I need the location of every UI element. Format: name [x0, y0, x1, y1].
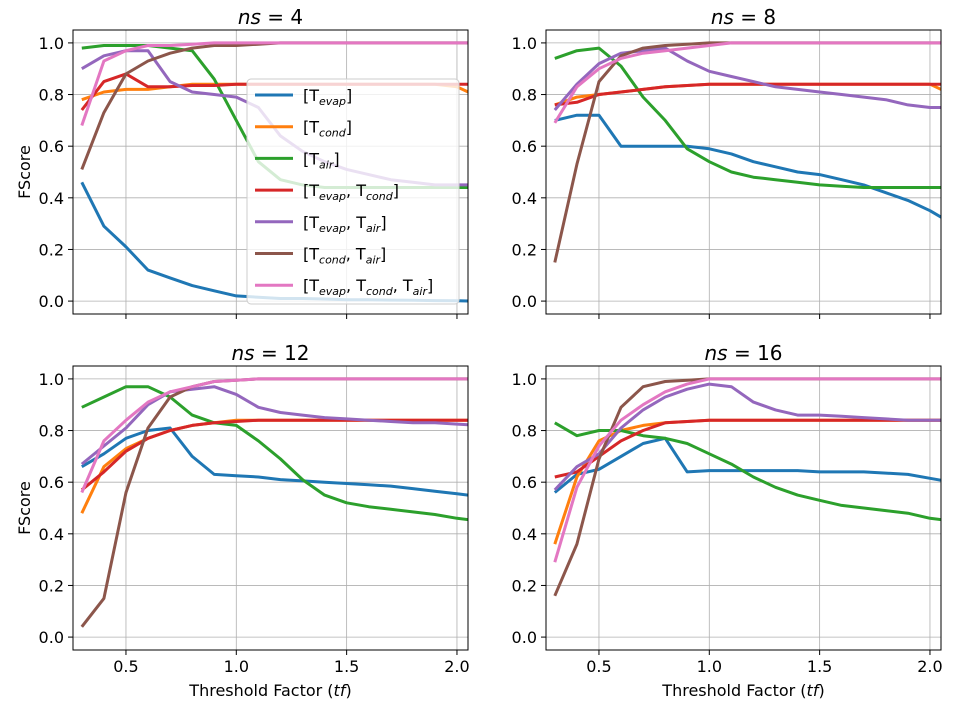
panel-title: ns = 4 [238, 5, 303, 29]
series-line [553, 436, 941, 494]
series-line [80, 385, 468, 466]
y-tick-label: 0.8 [512, 86, 537, 105]
y-tick-label: 0.4 [512, 189, 537, 208]
panel-title-value: = 12 [255, 341, 310, 365]
series-line [553, 41, 941, 263]
y-tick-label: 1.0 [39, 34, 64, 53]
series-line [80, 377, 468, 628]
legend-entry-label: [Tcond] [303, 118, 352, 140]
y-tick-label: 0.0 [512, 628, 537, 647]
panel-title-var: ns [238, 5, 261, 29]
series-line [80, 418, 468, 492]
y-tick-label: 0.8 [512, 422, 537, 441]
x-tick-label: 1.5 [334, 657, 359, 676]
x-axis-label: Threshold Factor (tf) [661, 681, 824, 700]
y-tick-label: 0.2 [39, 240, 64, 259]
panel-title-value: = 16 [728, 341, 783, 365]
legend-entry-label: [Tevap, Tcond, Tair] [303, 276, 433, 298]
legend-entry-label: [Tevap, Tcond] [303, 181, 399, 203]
subplot-panel: 0.5 1.0 1.5 2.0 0.0 0.2 0.4 0.6 0.8 1.0 ns = 16 Thr… [512, 341, 943, 700]
series-line [553, 46, 941, 111]
y-tick-label: 0.6 [39, 137, 64, 156]
legend-entry-label: [Tevap, Tair] [303, 213, 387, 235]
x-tick-label: 1.0 [697, 657, 722, 676]
series-line [554, 421, 941, 522]
y-tick-label: 0.2 [512, 576, 537, 595]
y-tick-label: 0.0 [39, 628, 64, 647]
y-tick-label: 0.8 [39, 86, 64, 105]
y-tick-label: 0.6 [512, 473, 537, 492]
axes-frame [545, 29, 942, 315]
axes-frame [72, 29, 469, 315]
y-tick-label: 0.2 [39, 576, 64, 595]
y-tick-label: 0.4 [39, 189, 64, 208]
y-tick-label: 0.4 [39, 525, 64, 544]
y-tick-label: 0.6 [512, 137, 537, 156]
x-axis-label: Threshold Factor (tf) [188, 681, 351, 700]
panel-title: ns = 16 [704, 341, 782, 365]
subplot-panel: 0.5 1.0 1.5 2.0 0.0 0.2 0.4 0.6 0.8 1.0 ns = 12 Thr… [15, 341, 470, 700]
legend: [Tevap] [Tcond] [Tair] [Tevap, Tcond] [Tevap… [246, 78, 460, 305]
y-tick-label: 0.2 [512, 240, 537, 259]
series-line [553, 377, 941, 563]
panel-title-var: ns [704, 341, 727, 365]
legend-box [246, 78, 460, 305]
panel-title-value: = 4 [261, 5, 303, 29]
series-line [554, 46, 941, 189]
axes-frame [545, 365, 942, 651]
subplot-panel: 0.0 0.2 0.4 0.6 0.8 1.0 ns = 4 FScore [Tevap] [Tc… [15, 5, 469, 319]
y-tick-label: 1.0 [512, 370, 537, 389]
x-tick-label: 1.0 [224, 657, 249, 676]
series-line [81, 385, 468, 522]
series-line [553, 382, 941, 491]
y-tick-label: 0.6 [39, 473, 64, 492]
x-tick-label: 2.0 [444, 657, 469, 676]
legend-entry-label: [Tevap] [303, 86, 352, 108]
legend-entry-label: [Tcond, Tair] [303, 245, 386, 267]
y-tick-label: 1.0 [39, 370, 64, 389]
x-tick-label: 0.5 [586, 657, 611, 676]
y-tick-label: 0.0 [39, 292, 64, 311]
series-line [81, 426, 468, 497]
series-line [554, 113, 941, 219]
panel-title-var: ns [231, 341, 254, 365]
y-axis-label: FScore [15, 145, 34, 199]
x-tick-label: 0.5 [113, 657, 138, 676]
series-line [553, 377, 941, 597]
axes-frame [72, 365, 469, 651]
panel-title-var: ns [711, 5, 734, 29]
y-tick-label: 1.0 [512, 34, 537, 53]
y-tick-label: 0.4 [512, 525, 537, 544]
series-line [554, 82, 941, 107]
x-tick-label: 1.5 [807, 657, 832, 676]
series-line [80, 41, 468, 126]
panel-title-value: = 8 [734, 5, 776, 29]
panel-title: ns = 12 [231, 341, 309, 365]
series-line [80, 377, 468, 494]
subplot-panel: 0.0 0.2 0.4 0.6 0.8 1.0 ns = 8 [512, 5, 942, 319]
y-tick-label: 0.8 [39, 422, 64, 441]
panel-title: ns = 8 [711, 5, 776, 29]
x-tick-label: 2.0 [917, 657, 942, 676]
y-axis-label: FScore [15, 481, 34, 535]
y-tick-label: 0.0 [512, 292, 537, 311]
series-line [553, 41, 941, 124]
legend-entry-label: [Tair] [303, 149, 340, 171]
